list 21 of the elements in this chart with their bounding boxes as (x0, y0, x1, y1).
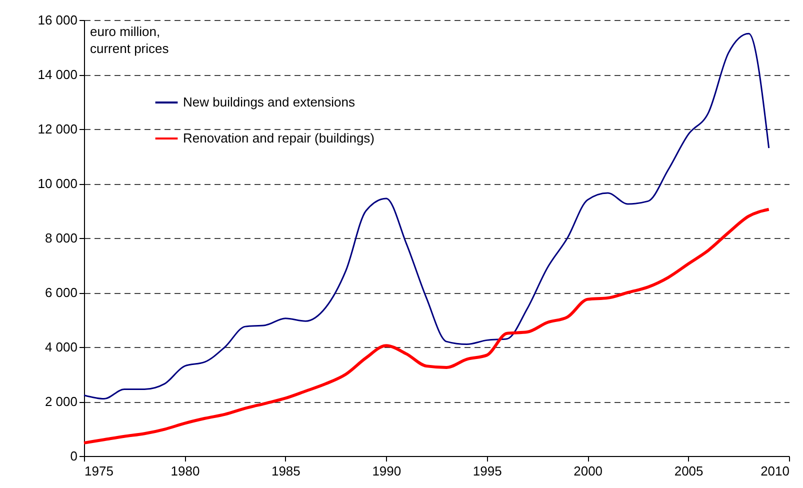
x-tick-label: 2010 (760, 464, 790, 478)
y-tick-label: 6 000 (44, 285, 78, 300)
y-axis-title: euro million, current prices (90, 24, 170, 56)
x-tick-label: 2000 (574, 464, 603, 478)
y-tick-label: 16 000 (38, 12, 78, 28)
x-tick-label: 1995 (472, 464, 502, 478)
x-tick-label: 1990 (372, 464, 402, 478)
y-tick-label: 8 000 (44, 230, 78, 246)
y-tick-label: 4 000 (44, 340, 78, 354)
y-tick-label: 2 000 (44, 394, 78, 409)
line-series (82, 208, 770, 444)
legend-label: New buildings and extensions (183, 94, 356, 110)
x-tick-label: 1980 (170, 464, 200, 478)
legend-label: Renovation and repair (buildings) (183, 130, 375, 146)
y-tick-label: 0 (70, 448, 78, 464)
y-tick-label: 14 000 (38, 67, 78, 82)
y-tick-label: 12 000 (38, 122, 78, 136)
x-tick-label: 1985 (271, 464, 300, 478)
y-tick-label: 10 000 (38, 176, 78, 191)
x-tick-label: 1975 (84, 464, 114, 478)
x-tick-label: 2005 (674, 464, 704, 478)
